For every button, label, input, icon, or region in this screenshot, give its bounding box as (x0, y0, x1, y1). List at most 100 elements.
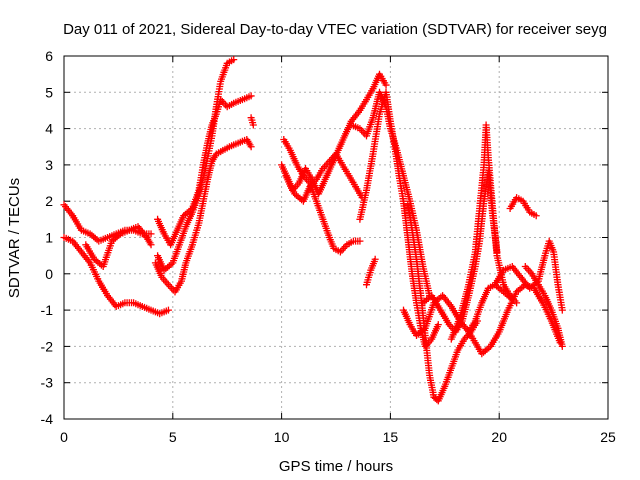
plus-marker-run (369, 113, 383, 158)
plus-marker-run (484, 282, 497, 292)
plus-marker-run (484, 154, 496, 210)
plus-marker-run (312, 167, 326, 183)
plus-marker (249, 121, 257, 129)
plus-marker-run (356, 189, 370, 223)
plus-marker-run (315, 178, 328, 198)
plus-marker-run (454, 337, 467, 354)
plus-marker-run (117, 227, 131, 238)
plus-marker-run (104, 292, 119, 309)
plus-marker-run (504, 290, 519, 314)
plus-marker-run (352, 183, 365, 199)
plus-marker-run (476, 164, 488, 212)
plus-marker-run (471, 207, 483, 256)
plus-marker-run (182, 243, 196, 267)
plus-marker-run (147, 306, 162, 317)
series-track-05 (154, 92, 255, 249)
plus-marker-run (506, 196, 519, 212)
plus-marker (164, 306, 172, 314)
plus-marker-run (406, 321, 419, 337)
plus-marker (434, 321, 442, 329)
plus-marker-run (143, 234, 154, 247)
plus-marker-run (491, 268, 506, 289)
plus-marker-run (77, 248, 93, 265)
plus-marker-run (178, 261, 189, 285)
plus-marker-run (400, 197, 411, 239)
plus-marker-run (513, 282, 528, 296)
plus-marker-run (306, 179, 320, 203)
x-tick-label: 0 (60, 429, 68, 445)
series-track-01 (60, 201, 155, 245)
data-markers (60, 56, 566, 405)
plus-marker-run (319, 215, 333, 239)
plus-marker-run (376, 70, 389, 87)
plus-marker-run (326, 234, 337, 250)
plus-marker-run (86, 259, 102, 283)
y-tick-label: -1 (41, 302, 54, 318)
plus-marker (230, 56, 238, 64)
series-track-18 (465, 281, 564, 358)
plus-marker (147, 241, 155, 249)
plus-marker (532, 212, 540, 220)
x-tick-label: 15 (383, 429, 399, 445)
y-tick-label: -2 (41, 338, 54, 354)
plus-marker-run (243, 136, 254, 149)
y-tick-label: 0 (45, 266, 53, 282)
plus-marker-run (230, 97, 244, 107)
plus-marker-run (500, 281, 513, 297)
plus-marker (247, 143, 255, 151)
plus-marker-run (391, 143, 403, 177)
plus-marker-run (343, 238, 355, 249)
plus-marker-run (419, 263, 433, 297)
plus-marker-run (395, 172, 407, 203)
plus-marker-run (534, 281, 548, 297)
plus-marker-run (430, 393, 441, 404)
plus-marker-run (482, 121, 492, 159)
plus-marker-run (223, 57, 236, 67)
plus-marker-run (547, 317, 563, 345)
plus-marker-run (419, 293, 434, 307)
plus-marker-run (508, 263, 523, 280)
y-tick-label: -4 (41, 411, 54, 427)
x-axis-label: GPS time / hours (279, 458, 393, 475)
x-tick-label: 20 (491, 429, 507, 445)
plus-marker (558, 306, 566, 314)
plus-marker-run (69, 237, 84, 254)
plus-marker-run (434, 384, 448, 405)
plus-marker-run (363, 269, 374, 289)
plus-marker-run (413, 255, 425, 297)
plus-marker (558, 342, 566, 350)
plus-marker-run (188, 221, 202, 249)
plus-marker-run (299, 185, 313, 205)
plus-marker-run (112, 300, 127, 310)
plus-marker (382, 81, 390, 89)
x-tick-label: 5 (169, 429, 177, 445)
plus-marker-run (208, 152, 219, 165)
plus-marker-run (336, 243, 349, 256)
plus-marker-run (447, 316, 463, 343)
plus-marker-run (495, 308, 511, 336)
plus-marker-run (158, 273, 171, 287)
series-track-21 (521, 263, 566, 350)
plus-marker-run (95, 234, 109, 245)
plus-marker-run (530, 284, 545, 305)
plus-marker-run (171, 279, 184, 296)
plus-marker-run (167, 228, 180, 249)
plus-marker-run (341, 119, 354, 140)
series-track-10 (282, 70, 390, 198)
plus-marker-run (91, 255, 105, 269)
plus-marker-run (99, 239, 115, 270)
plus-marker-run (408, 226, 420, 261)
plus-marker-run (367, 258, 378, 274)
plus-marker-run (545, 237, 557, 254)
plus-marker-run (180, 206, 195, 220)
plus-marker-run (321, 163, 335, 183)
x-tick-labels: 0 5 10 15 20 25 (60, 429, 616, 445)
plus-marker-run (513, 194, 525, 204)
plus-marker-run (465, 251, 479, 289)
plus-marker-run (347, 108, 362, 125)
plus-marker-run (404, 201, 416, 232)
plus-marker-run (345, 172, 358, 188)
plus-marker-run (554, 281, 566, 312)
plus-marker-run (195, 163, 207, 194)
plus-marker-run (217, 62, 230, 85)
